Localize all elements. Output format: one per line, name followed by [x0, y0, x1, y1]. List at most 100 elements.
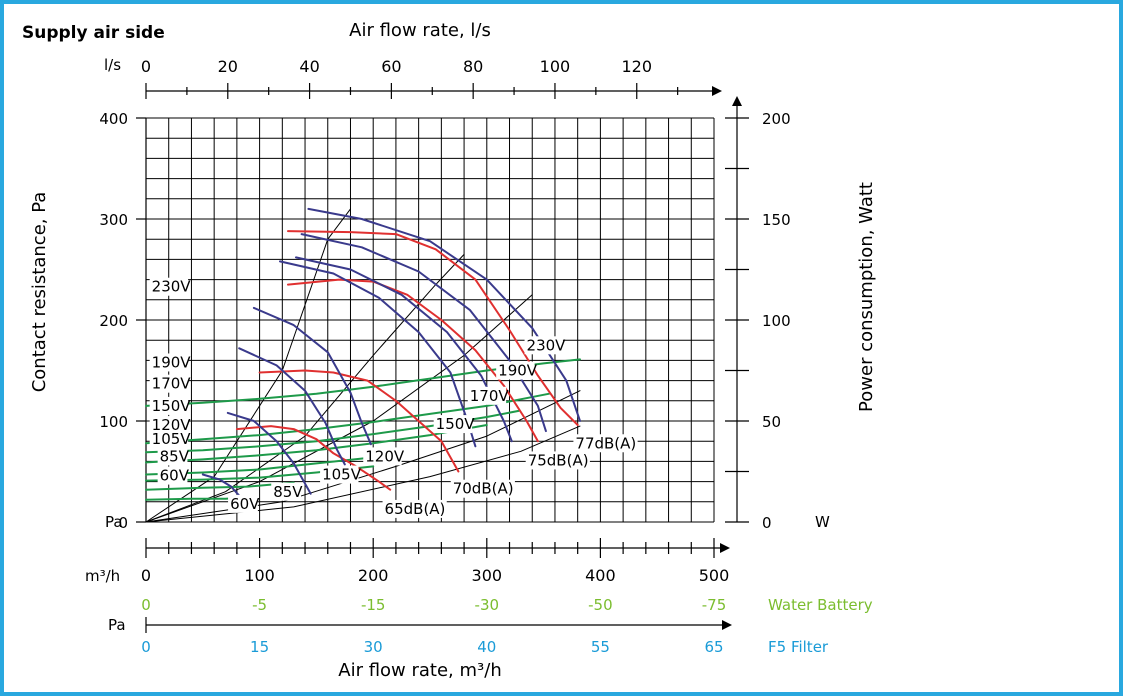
- power-curve-170V: [145, 409, 520, 454]
- top-tick-label: 100: [540, 57, 571, 76]
- curve-label: 77dB(A): [575, 434, 636, 452]
- curve-label: 150V: [152, 397, 192, 415]
- curve-label-bg: [157, 466, 188, 485]
- water-battery-tick-label: -30: [475, 596, 500, 614]
- curve-label: 230V: [527, 336, 567, 354]
- filter-tick-label: 65: [704, 638, 723, 656]
- curve-label-bg: [149, 396, 189, 415]
- top-tick-label: 120: [621, 57, 652, 76]
- right-tick-label: 0: [762, 514, 772, 532]
- noise-curve-70dB(A): [258, 369, 460, 473]
- noise-curve-75dB(A): [287, 278, 539, 443]
- curve-label: 85V: [160, 447, 190, 465]
- water-battery-tick-label: -50: [588, 596, 613, 614]
- curve-label-bg: [157, 447, 188, 466]
- curve-label-bg: [382, 499, 447, 518]
- top-tick-label: 80: [463, 57, 483, 76]
- bottom-axis-title: Air flow rate, m³/h: [338, 660, 501, 681]
- curve-label-bg: [149, 353, 189, 372]
- right-tick-label: 200: [762, 110, 791, 128]
- curve-label: 60V: [160, 467, 190, 485]
- curve-label-bg: [433, 415, 473, 434]
- system-curve: [145, 390, 581, 523]
- curve-label-bg: [496, 361, 535, 380]
- curve-label-bg: [450, 479, 515, 498]
- right-tick-label: 50: [762, 413, 781, 431]
- curve-label-bg: [363, 447, 402, 466]
- power-curve-190V: [145, 392, 551, 445]
- noise-curves: [235, 230, 579, 491]
- curve-label-bg: [467, 386, 507, 405]
- curve-label: 230V: [152, 278, 192, 296]
- curve-label: 190V: [498, 362, 538, 380]
- fan-performance-chart: Supply air side Air flow rate, l/s l/s P…: [22, 20, 877, 681]
- filter-axis-unit: Pa: [108, 616, 126, 634]
- bottom-axis-arrow: [720, 543, 730, 553]
- curve-label-bg: [149, 430, 189, 449]
- curve-label-bg: [149, 416, 189, 435]
- filter-axis-arrow: [722, 620, 732, 630]
- water-battery-label: Water Battery: [768, 596, 873, 614]
- curve-label: 150V: [436, 415, 476, 433]
- fan-curve-170V: [295, 256, 513, 443]
- top-tick-label: 40: [299, 57, 319, 76]
- curve-label: 75dB(A): [528, 451, 589, 469]
- right-tick-label: 100: [762, 312, 791, 330]
- curve-label-bg: [271, 482, 302, 501]
- fan-curve-105V: [238, 347, 346, 466]
- left-tick-label: 100: [99, 413, 128, 431]
- right-tick-label: 150: [762, 211, 791, 229]
- curve-label: 120V: [152, 416, 192, 434]
- top-axis-unit: l/s: [104, 56, 121, 74]
- filter-tick-label: 0: [141, 638, 151, 656]
- left-axis-unit: Pa: [105, 513, 123, 531]
- bottom-axis-unit: m³/h: [85, 567, 120, 585]
- filter-tick-label: 40: [477, 638, 496, 656]
- noise-curve-65dB(A): [235, 425, 392, 491]
- curve-label-bg: [573, 434, 638, 453]
- left-tick-label: 0: [118, 514, 128, 532]
- curve-label: 170V: [152, 375, 192, 393]
- curve-label: 70dB(A): [453, 480, 514, 498]
- top-axis-arrow: [712, 86, 722, 96]
- fan-curve-190V: [300, 233, 547, 433]
- filter-tick-label: 15: [250, 638, 269, 656]
- filter-label: F5 Filter: [768, 638, 829, 656]
- curve-label: 105V: [152, 430, 192, 448]
- left-tick-label: 400: [99, 110, 128, 128]
- left-axis-title: Contact resistance, Pa: [29, 192, 50, 393]
- system-curve: [145, 253, 465, 523]
- curve-label-bg: [320, 465, 359, 484]
- bottom-tick-label: 400: [585, 566, 616, 585]
- top-tick-label: 0: [141, 57, 151, 76]
- bottom-tick-label: 200: [358, 566, 389, 585]
- right-axis-arrow: [732, 96, 742, 106]
- filter-tick-label: 55: [591, 638, 610, 656]
- curve-label-bg: [228, 494, 258, 513]
- fan-curve-230V: [307, 207, 581, 422]
- plot-grid: [145, 117, 715, 523]
- right-axis-unit: W: [815, 513, 830, 531]
- water-battery-tick-label: -75: [702, 596, 727, 614]
- bottom-tick-label: 500: [699, 566, 730, 585]
- fan-curve-120V: [252, 306, 372, 446]
- fan-curve-60V: [201, 473, 241, 497]
- curve-label: 60V: [230, 495, 260, 513]
- water-battery-tick-label: 0: [141, 596, 151, 614]
- water-battery-tick-label: -5: [252, 596, 267, 614]
- curve-label: 105V: [322, 466, 362, 484]
- curve-label: 65dB(A): [385, 500, 446, 518]
- curve-label-bg: [524, 336, 563, 355]
- top-tick-label: 60: [381, 57, 401, 76]
- filter-tick-label: 30: [364, 638, 383, 656]
- curve-label-bg: [149, 374, 189, 393]
- curve-label-bg: [525, 451, 590, 470]
- chart-title: Supply air side: [22, 23, 165, 43]
- curve-label: 170V: [470, 387, 510, 405]
- fan-curve-85V: [226, 411, 312, 495]
- curve-labels: 230V190V170V150V120V105V85V60V60V85V105V…: [149, 277, 638, 518]
- system-curve: [145, 425, 581, 523]
- bottom-tick-label: 100: [244, 566, 275, 585]
- left-tick-label: 300: [99, 211, 128, 229]
